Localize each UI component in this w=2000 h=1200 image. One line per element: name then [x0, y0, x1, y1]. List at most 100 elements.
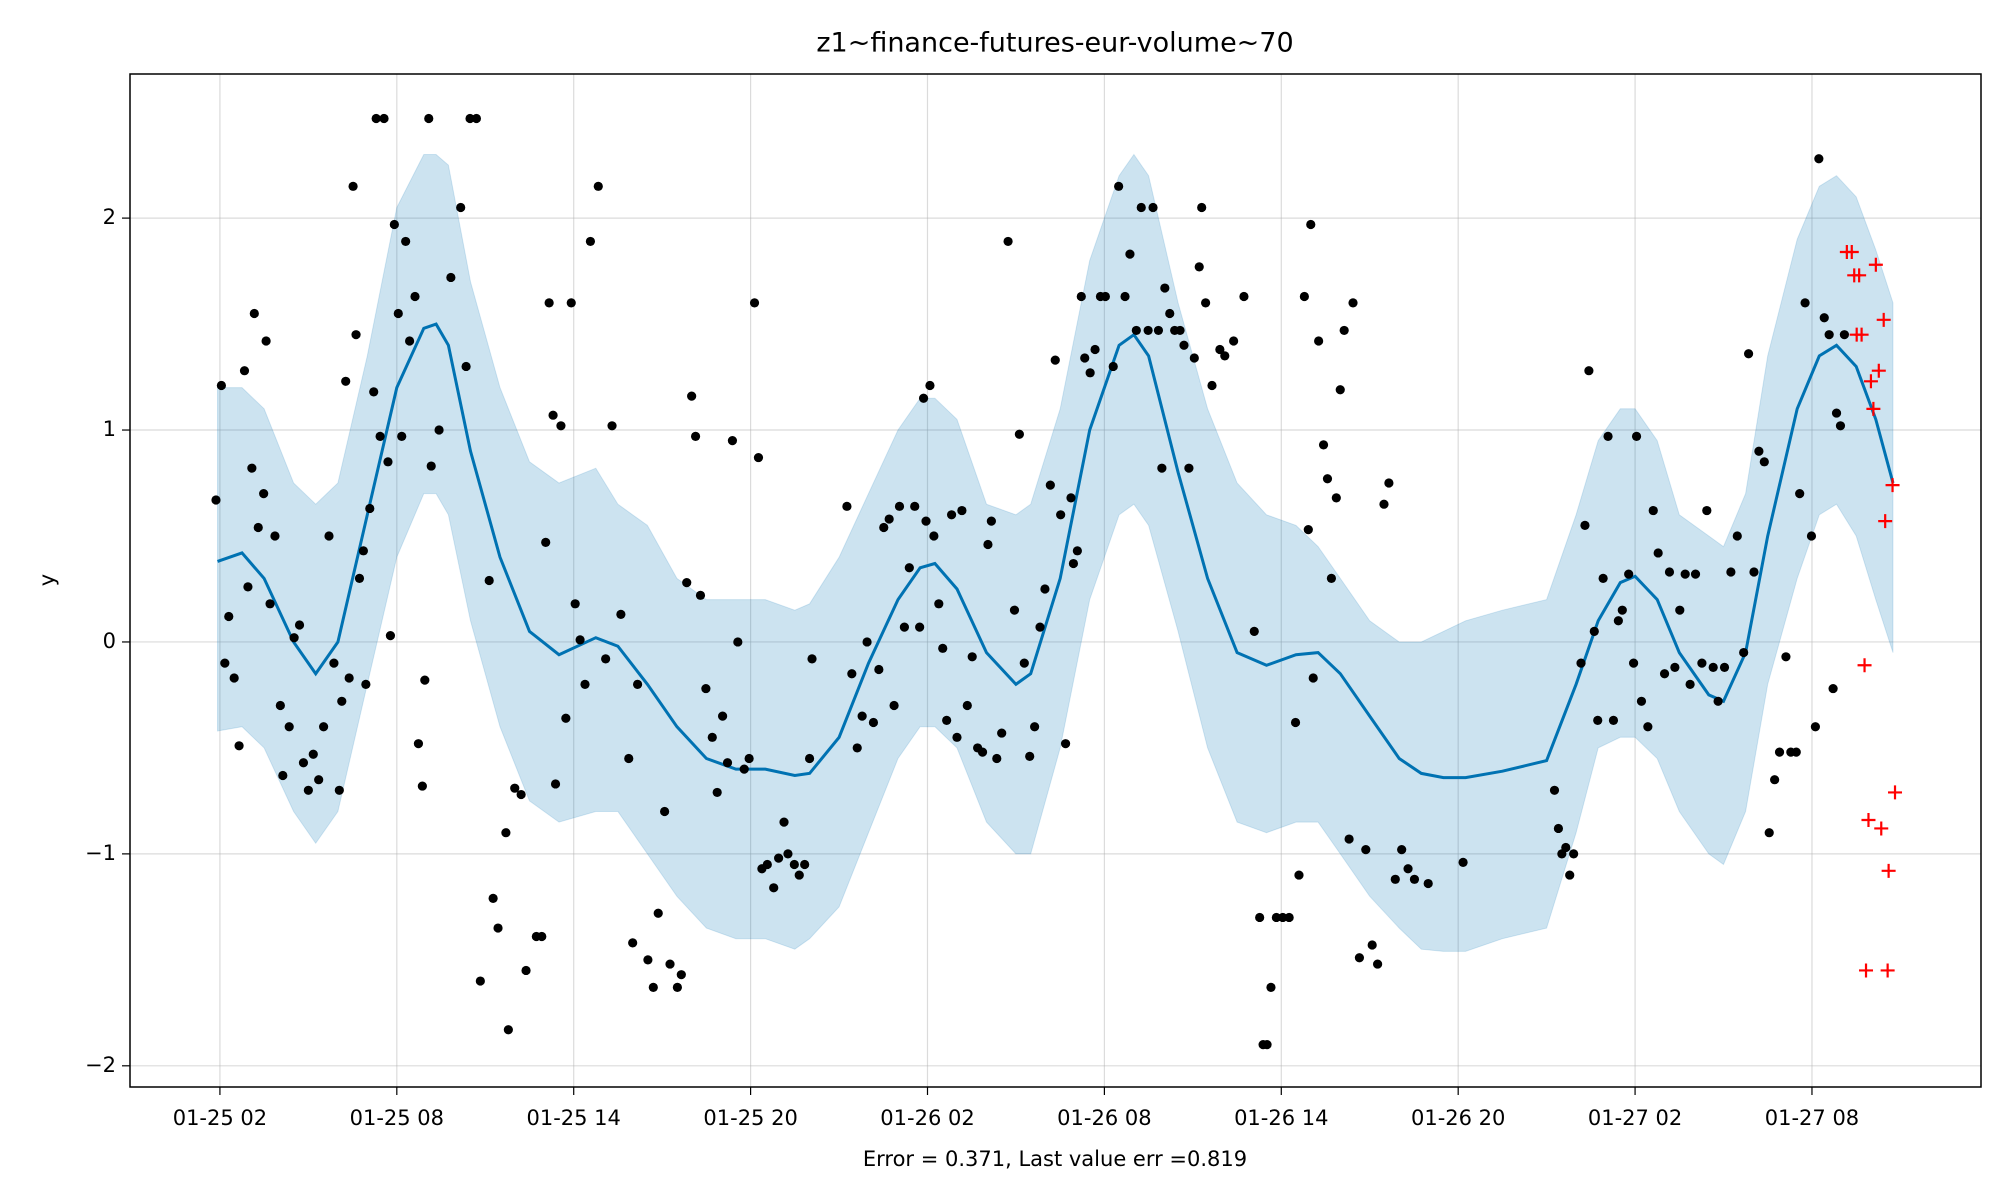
- observed-point: [1184, 463, 1194, 473]
- observed-point: [319, 722, 329, 732]
- observed-point: [660, 806, 670, 817]
- observed-point: [1690, 569, 1701, 579]
- x-tick-label: 01-25 02: [173, 1106, 267, 1130]
- observed-point: [1576, 658, 1586, 668]
- observed-point: [1384, 478, 1394, 488]
- observed-point: [749, 298, 760, 308]
- observed-point: [1080, 353, 1090, 363]
- observed-point: [341, 376, 351, 386]
- observed-point: [1303, 525, 1313, 535]
- observed-point: [1143, 325, 1153, 336]
- observed-point: [253, 522, 263, 533]
- observed-point: [1697, 658, 1707, 668]
- observed-point: [261, 336, 271, 346]
- observed-point: [270, 531, 280, 541]
- observed-point: [1003, 236, 1013, 247]
- observed-point: [344, 673, 354, 683]
- observed-point: [1739, 647, 1749, 658]
- test-point: [1852, 268, 1867, 283]
- observed-point: [842, 501, 852, 511]
- observed-point: [983, 539, 993, 550]
- observed-point: [904, 563, 914, 573]
- observed-point: [1636, 696, 1647, 706]
- grid: [130, 74, 1981, 1087]
- observed-point: [393, 308, 403, 319]
- test-point: [1861, 812, 1876, 827]
- observed-point: [1056, 510, 1066, 520]
- observed-point: [503, 1025, 513, 1035]
- observed-point: [701, 683, 711, 694]
- observed-point: [284, 722, 294, 732]
- observed-point: [1278, 912, 1288, 923]
- observed-point: [1680, 569, 1690, 579]
- observed-point: [967, 652, 977, 662]
- observed-point: [934, 599, 944, 609]
- observed-point: [800, 859, 810, 870]
- y-tick-label: −2: [85, 1053, 116, 1077]
- observed-point: [211, 495, 221, 505]
- observed-point: [1060, 739, 1071, 749]
- observed-point: [739, 764, 749, 774]
- observed-point: [1322, 474, 1333, 484]
- observed-point: [1331, 493, 1341, 503]
- observed-point: [653, 908, 663, 918]
- observed-point: [324, 531, 334, 541]
- chart-title: z1~finance-futures-eur-volume~70: [816, 28, 1293, 59]
- observed-point: [1810, 722, 1821, 732]
- observed-point: [337, 696, 347, 706]
- observed-point: [358, 546, 369, 556]
- observed-point: [1549, 785, 1560, 795]
- observed-point: [1565, 870, 1575, 880]
- observed-point: [1035, 622, 1045, 632]
- observed-point: [1569, 849, 1579, 859]
- observed-point: [879, 522, 889, 533]
- observed-point: [239, 366, 250, 376]
- observed-point: [243, 582, 253, 592]
- x-tick-label: 01-26 20: [1411, 1106, 1505, 1130]
- observed-point: [420, 675, 430, 685]
- observed-point: [682, 578, 692, 588]
- x-tick-label: 01-26 14: [1234, 1106, 1328, 1130]
- observed-point: [1179, 340, 1189, 350]
- observed-point: [1593, 715, 1603, 725]
- observed-point: [1153, 325, 1164, 336]
- test-point: [1878, 514, 1893, 529]
- observed-point: [566, 298, 576, 308]
- observed-point: [1781, 652, 1791, 662]
- observed-point: [938, 643, 948, 653]
- observed-point: [220, 658, 230, 668]
- observed-point: [992, 753, 1002, 764]
- observed-point: [1613, 616, 1623, 626]
- test-point: [1888, 785, 1903, 800]
- y-tick-label: −1: [85, 841, 116, 865]
- observed-point: [329, 658, 339, 668]
- observed-point: [1090, 344, 1100, 355]
- observed-point: [918, 393, 929, 403]
- observed-point: [334, 785, 344, 795]
- observed-point: [1628, 658, 1639, 668]
- observed-point: [314, 775, 324, 785]
- observed-point: [687, 391, 697, 401]
- observed-point: [1009, 605, 1020, 615]
- observed-point: [862, 637, 872, 647]
- observed-point: [365, 503, 375, 514]
- forecast-line: [217, 322, 1895, 780]
- observed-point: [1643, 722, 1653, 732]
- x-axis-label: Error = 0.371, Last value err =0.819: [863, 1147, 1247, 1171]
- test-point: [1881, 863, 1896, 878]
- x-tick-label: 01-25 08: [350, 1106, 444, 1130]
- observed-point: [1220, 351, 1230, 361]
- observed-point: [1072, 546, 1082, 556]
- observed-point: [1339, 325, 1349, 336]
- observed-point: [580, 679, 590, 689]
- observed-point: [807, 654, 817, 664]
- uncertainty-band: [217, 153, 1894, 952]
- observed-point: [1664, 567, 1675, 577]
- observed-point: [471, 113, 482, 124]
- observed-point: [894, 501, 905, 511]
- observed-point: [548, 410, 558, 420]
- observed-point: [259, 489, 269, 499]
- observed-point: [1229, 336, 1239, 346]
- test-point: [1859, 963, 1874, 978]
- observed-point: [769, 883, 779, 893]
